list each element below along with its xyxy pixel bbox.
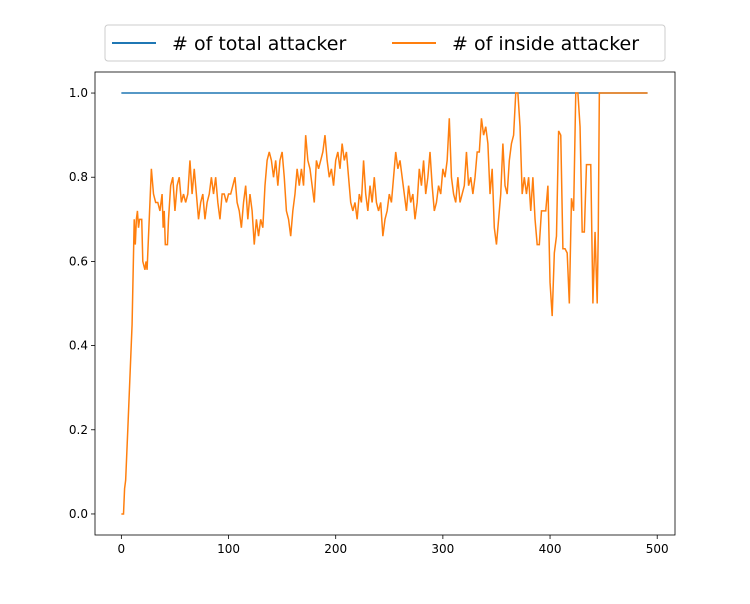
legend-text: # of total attacker xyxy=(172,33,346,55)
x-tick-label: 400 xyxy=(539,542,562,556)
x-tick-label: 500 xyxy=(646,542,669,556)
y-tick-label: 0.0 xyxy=(69,507,88,521)
y-tick-label: 0.4 xyxy=(69,339,88,353)
x-tick-label: 200 xyxy=(324,542,347,556)
legend-text: # of inside attacker xyxy=(452,33,639,55)
y-tick-label: 0.6 xyxy=(69,254,88,268)
y-tick-label: 1.0 xyxy=(69,86,88,100)
x-tick-label: 300 xyxy=(431,542,454,556)
axes-frame xyxy=(94,71,676,536)
y-tick-label: 0.2 xyxy=(69,423,88,437)
data-line xyxy=(121,92,648,515)
y-tick-label: 0.8 xyxy=(69,170,88,184)
x-tick-label: 0 xyxy=(118,542,126,556)
legend-box xyxy=(104,24,666,62)
x-tick-label: 100 xyxy=(217,542,240,556)
